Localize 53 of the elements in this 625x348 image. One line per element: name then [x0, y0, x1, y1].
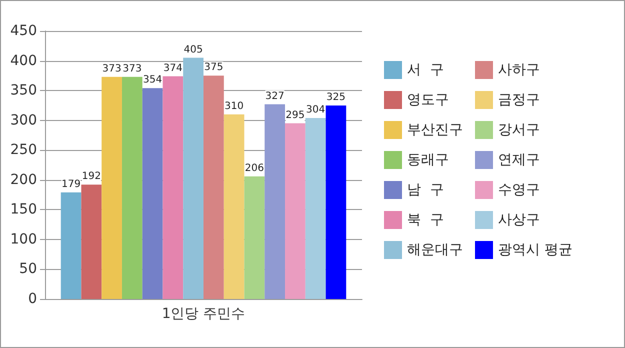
- y-tick-label: 150: [10, 202, 37, 218]
- data-label: 304: [306, 104, 326, 116]
- legend-label: 영도구: [407, 92, 449, 108]
- legend-label: 수영구: [498, 182, 540, 198]
- legend-label: 동래구: [407, 152, 449, 168]
- y-tick-label: 100: [10, 231, 37, 248]
- legend-label: 해운대구: [407, 242, 463, 258]
- legend-label: 강서구: [498, 122, 540, 138]
- bar: [60, 192, 82, 299]
- bar: [305, 118, 326, 299]
- legend-label: 부산진구: [407, 122, 463, 138]
- data-label: 373: [122, 63, 142, 74]
- bar: [102, 76, 122, 299]
- data-label: 374: [163, 62, 182, 74]
- data-label: 179: [61, 178, 81, 190]
- y-tick-label: 450: [10, 23, 37, 39]
- bar: [81, 184, 102, 299]
- bar: [244, 176, 265, 299]
- data-label: 325: [326, 92, 346, 103]
- data-label: 373: [102, 63, 122, 74]
- bar: [162, 76, 184, 299]
- bar: [264, 104, 286, 299]
- bar: [122, 76, 142, 299]
- bar: [204, 76, 224, 299]
- legend-label: 금정구: [498, 92, 540, 108]
- bar: [224, 114, 244, 299]
- data-label: 295: [286, 110, 305, 121]
- x-tick-label: 1인당 주민수: [162, 306, 246, 322]
- legend-label: 남 구: [407, 182, 444, 198]
- bar: [183, 58, 204, 299]
- data-label: 354: [143, 74, 162, 86]
- data-label: 310: [224, 100, 244, 112]
- y-tick-label: 350: [10, 82, 37, 99]
- y-tick-label: 50: [19, 261, 37, 278]
- bar: [142, 88, 163, 299]
- y-tick-label: 0: [28, 291, 37, 307]
- data-label: 375: [204, 62, 224, 74]
- legend-label: 연제구: [498, 152, 540, 168]
- y-tick-label: 400: [10, 52, 37, 69]
- legend-label: 사하구: [498, 62, 540, 78]
- data-label: 327: [265, 90, 284, 102]
- bar: [285, 123, 306, 299]
- y-tick-label: 200: [10, 172, 37, 188]
- y-tick-label: 250: [10, 142, 37, 158]
- legend-label: 북 구: [407, 212, 444, 228]
- legend-label: 서 구: [407, 62, 444, 78]
- data-label: 405: [184, 44, 203, 56]
- y-tick-label: 300: [10, 112, 37, 128]
- legend-label: 사상구: [498, 212, 540, 228]
- bar: [326, 105, 346, 299]
- legend-label: 광역시 평균: [498, 242, 572, 258]
- data-label: 192: [82, 171, 101, 182]
- data-label: 206: [244, 162, 264, 174]
